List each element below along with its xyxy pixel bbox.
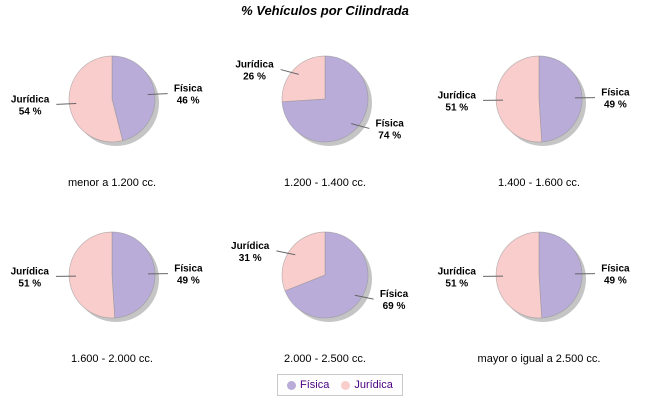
pie-label-juridica: Jurídica 31 % xyxy=(231,241,270,264)
pie-label-fisica: Física 74 % xyxy=(376,118,405,141)
pie-1: Física 74 % Jurídica 26 % xyxy=(235,55,405,146)
pie-label-fisica: Física 49 % xyxy=(601,264,630,287)
pie-cell-4: Física 69 % Jurídica 31 % 2.000 - 2.500 cc. xyxy=(217,204,433,376)
pie-caption: 1.600 - 2.000 cc. xyxy=(71,353,153,365)
pie-caption: 1.200 - 1.400 cc. xyxy=(284,177,366,189)
legend-dot-juridica xyxy=(341,380,351,390)
pie-slice-fisica xyxy=(284,231,369,319)
leader-line-fisica xyxy=(147,93,168,95)
pie-4: Física 69 % Jurídica 31 % xyxy=(231,231,409,322)
pie-slice-juridica xyxy=(281,231,326,292)
pie-slice-fisica xyxy=(281,55,369,143)
legend-label: Jurídica xyxy=(354,379,393,391)
pie-caption: 1.400 - 1.600 cc. xyxy=(498,177,580,189)
pie-caption: mayor o igual a 2.500 cc. xyxy=(477,353,601,365)
pie-label-fisica: Física 46 % xyxy=(174,84,203,107)
pie-cell-0: Física 46 % Jurídica 54 % menor a 1.200 cc. xyxy=(4,28,220,200)
pie-5: Física 49 % Jurídica 51 % xyxy=(438,231,630,322)
pie-cell-2: Física 49 % Jurídica 51 % 1.400 - 1.600 cc. xyxy=(431,28,647,200)
leader-line-fisica xyxy=(351,123,370,129)
leader-line-juridica xyxy=(56,103,77,105)
leader-line-juridica xyxy=(276,250,296,256)
pie-slice-juridica xyxy=(495,231,543,319)
pie-label-fisica: Física 49 % xyxy=(174,264,203,287)
pie-cell-3: Física 49 % Jurídica 51 % 1.600 - 2.000 cc. xyxy=(4,204,220,376)
pie-slice-juridica xyxy=(68,55,124,143)
chart-legend: Física Jurídica xyxy=(277,374,403,396)
pie-slice-juridica xyxy=(68,231,116,319)
legend-label: Física xyxy=(300,379,330,391)
pie-label-juridica: Jurídica 51 % xyxy=(11,266,50,289)
pie-0: Física 46 % Jurídica 54 % xyxy=(11,55,203,146)
pie-caption: menor a 1.200 cc. xyxy=(67,177,157,189)
pie-label-juridica: Jurídica 54 % xyxy=(11,94,50,117)
pie-slice-juridica xyxy=(495,55,543,143)
pie-3: Física 49 % Jurídica 51 % xyxy=(11,231,203,322)
pie-slice-fisica xyxy=(111,55,156,142)
pie-label-juridica: Jurídica 51 % xyxy=(438,266,477,289)
legend-dot-fisica xyxy=(287,380,296,390)
pie-caption: 2.000 - 2.500 cc. xyxy=(284,353,366,365)
pie-cell-1: Física 74 % Jurídica 26 % 1.200 - 1.400 cc. xyxy=(217,28,433,200)
pie-label-fisica: Física 69 % xyxy=(380,289,409,312)
leader-line-fisica xyxy=(354,294,374,300)
pie-label-juridica: Jurídica 51 % xyxy=(438,90,477,113)
leader-line-juridica xyxy=(280,69,299,75)
legend-item-fisica: Física xyxy=(287,379,329,391)
pie-label-fisica: Física 49 % xyxy=(601,88,630,111)
pie-slice-juridica xyxy=(281,55,326,103)
legend-item-juridica: Jurídica xyxy=(341,379,393,391)
pie-cell-5: Física 49 % Jurídica 51 % mayor o igual a 2.… xyxy=(431,204,647,376)
pie-2: Física 49 % Jurídica 51 % xyxy=(438,55,630,146)
pie-label-juridica: Jurídica 26 % xyxy=(235,60,274,83)
chart-title: % Vehículos por Cilindrada xyxy=(241,3,409,18)
